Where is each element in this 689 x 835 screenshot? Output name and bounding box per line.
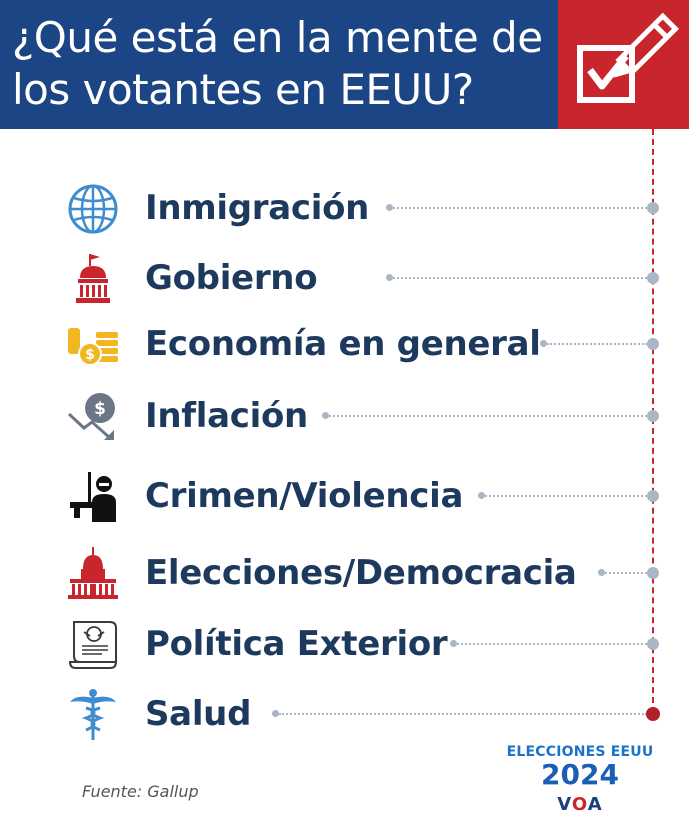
leader-dot — [386, 274, 393, 281]
money-icon: $ — [68, 328, 118, 366]
logo-letter-o: O — [571, 794, 588, 815]
page-title: ¿Qué está en la mente de los votantes en… — [12, 12, 552, 116]
leader-dot — [386, 204, 393, 211]
ballot-badge — [558, 0, 689, 129]
capitol-icon — [76, 254, 110, 303]
list-item: Inmigración — [0, 178, 689, 238]
leader-line — [457, 643, 647, 645]
logo-letter-a: A — [587, 794, 603, 815]
leader-line — [393, 207, 647, 209]
item-label: Elecciones/Democracia — [145, 553, 577, 593]
checkbox-pencil-icon — [577, 12, 680, 103]
timeline-dot — [647, 410, 659, 422]
brand-year: 2024 — [541, 758, 619, 791]
leader-dot — [272, 710, 279, 717]
criminal-icon — [70, 472, 116, 522]
leader-dot — [540, 340, 547, 347]
item-label: Crimen/Violencia — [145, 476, 464, 516]
list-item: Salud — [0, 684, 689, 744]
title-line-1: ¿Qué está en la mente de — [12, 13, 543, 62]
item-label: Salud — [145, 694, 252, 734]
leader-line — [393, 277, 647, 279]
leader-dot — [322, 412, 329, 419]
leader-dot — [478, 492, 485, 499]
timeline-dot — [647, 567, 659, 579]
timeline-dot — [647, 638, 659, 650]
list-item: Crimen/Violencia — [0, 466, 689, 526]
timeline-dot — [647, 490, 659, 502]
item-label: Economía en general — [145, 324, 541, 364]
government-building-icon — [68, 547, 118, 599]
list-item: Política Exterior — [0, 614, 689, 674]
leader-line — [485, 495, 647, 497]
title-line-2: los votantes en EEUU? — [12, 65, 474, 114]
item-label: Gobierno — [145, 258, 318, 298]
timeline-dot — [647, 272, 659, 284]
leader-line — [279, 713, 647, 715]
globe-icon — [68, 184, 118, 234]
inflation-icon: $ — [67, 393, 115, 440]
timeline-dot — [647, 202, 659, 214]
list-item: $ Economía en general — [0, 314, 689, 374]
source-note: Fuente: Gallup — [82, 782, 199, 801]
leader-line — [547, 343, 647, 345]
header-banner: ¿Qué está en la mente de los votantes en… — [0, 0, 558, 129]
foreign-policy-document-icon — [68, 621, 118, 669]
item-label: Política Exterior — [145, 624, 448, 664]
list-item: Elecciones/Democracia — [0, 543, 689, 603]
list-item: Gobierno — [0, 248, 689, 308]
timeline-dot — [647, 338, 659, 350]
leader-line — [605, 572, 647, 574]
item-label: Inmigración — [145, 188, 370, 228]
voa-logo: VOA — [490, 794, 670, 815]
list-item: $ Inflación — [0, 386, 689, 446]
svg-text:$: $ — [85, 347, 95, 363]
caduceus-icon — [70, 689, 116, 740]
item-label: Inflación — [145, 396, 308, 436]
timeline-end-dot — [646, 707, 660, 721]
brand-title: ELECCIONES EEUU — [506, 744, 654, 760]
svg-text:$: $ — [94, 399, 106, 419]
leader-line — [329, 415, 647, 417]
leader-dot — [598, 569, 605, 576]
brand-block: ELECCIONES EEUU 2024 VOA — [490, 744, 670, 815]
logo-letter-v: V — [557, 794, 572, 815]
leader-dot — [450, 640, 457, 647]
